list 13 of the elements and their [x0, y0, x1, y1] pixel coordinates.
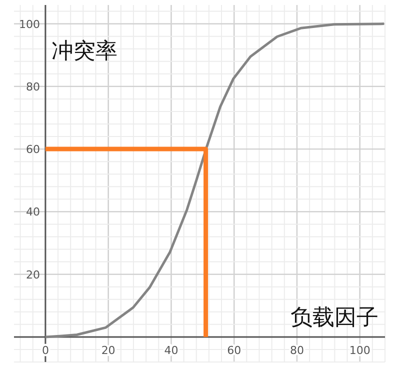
line-series — [44, 22, 386, 338]
y-axis-title: 冲突率 — [52, 39, 118, 64]
x-tick-label: 20 — [101, 344, 116, 357]
x-tick-label: 60 — [227, 344, 242, 357]
y-tick-label: 40 — [26, 206, 40, 219]
x-tick-label: 80 — [290, 344, 304, 357]
x-tick-label: 40 — [164, 344, 178, 357]
y-tick-label: 60 — [26, 143, 40, 156]
x-tick-label: 100 — [349, 344, 370, 357]
y-tick-label: 20 — [26, 268, 40, 282]
y-tick-label: 100 — [19, 18, 40, 31]
y-tick-label: 80 — [26, 80, 40, 94]
x-axis-title: 负载因子 — [290, 305, 379, 330]
